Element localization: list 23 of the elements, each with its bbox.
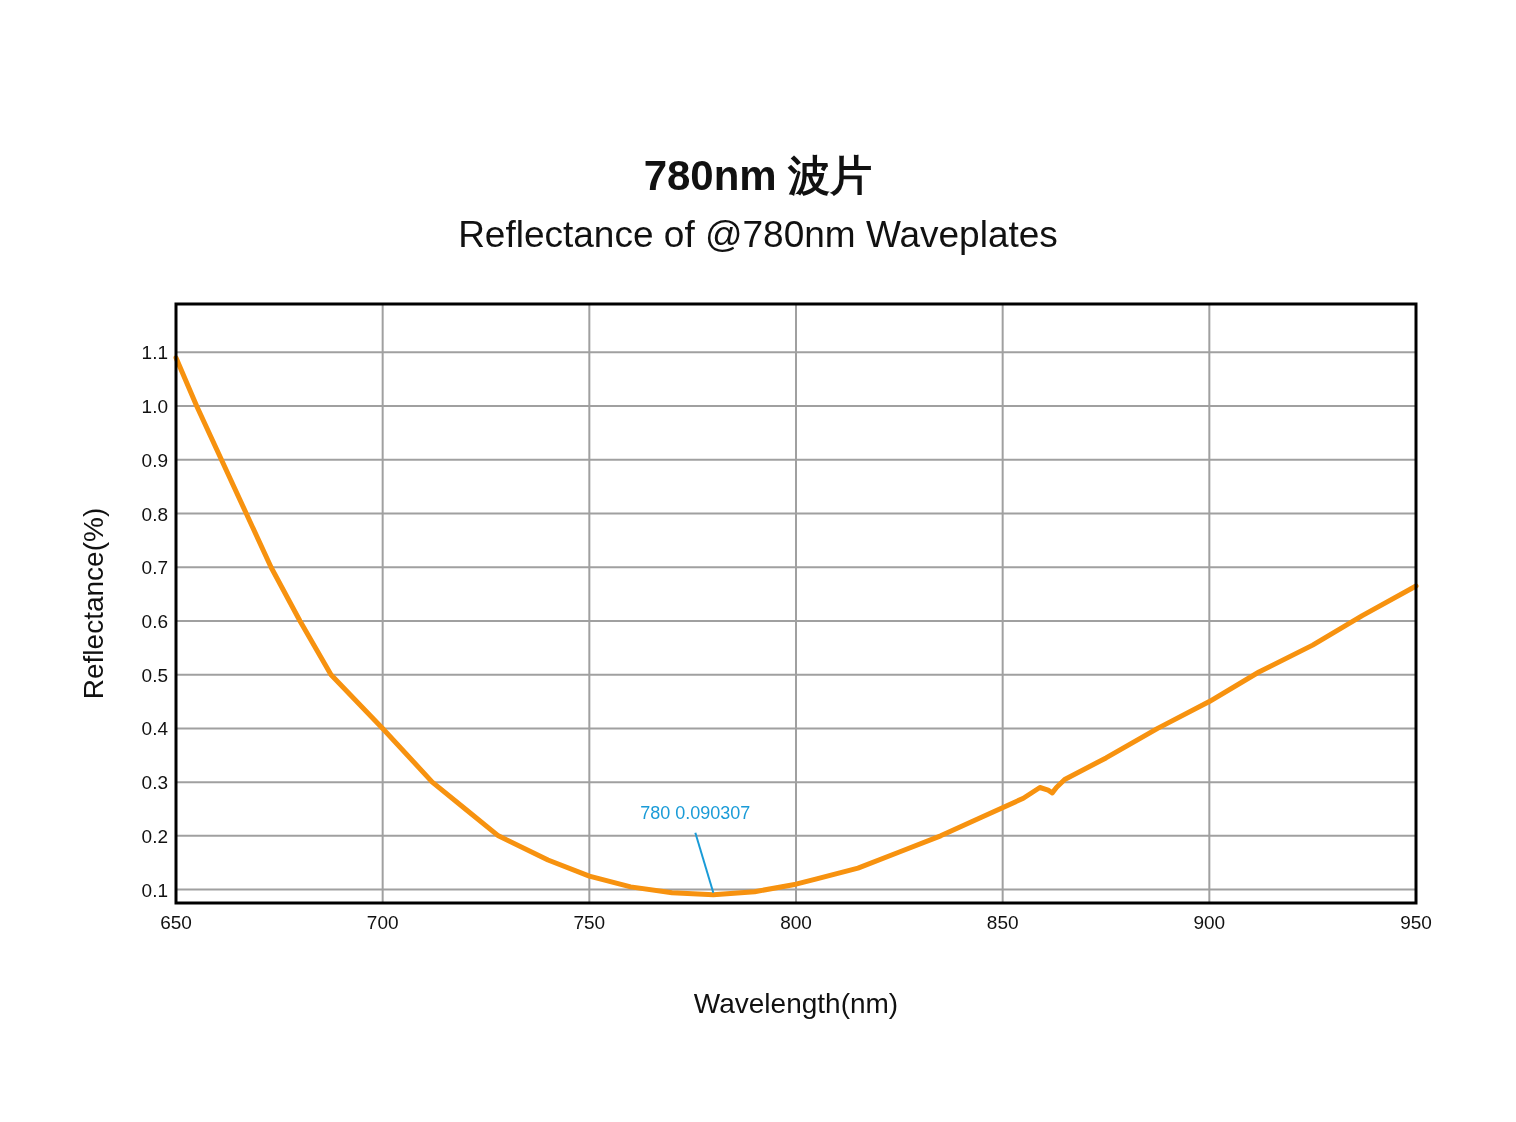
y-tick-label: 0.2 [141,825,168,847]
y-tick-label: 0.1 [141,879,168,901]
x-tick-label: 850 [986,912,1019,933]
y-tick-label: 0.5 [141,664,168,686]
x-tick-label: 800 [780,912,812,933]
chart-subtitle: Reflectance of @780nm Waveplates [458,214,1058,255]
y-tick-label: 0.4 [141,718,169,740]
y-tick-label: 0.9 [141,449,168,471]
y-tick-label: 0.3 [141,772,168,794]
y-tick-label: 1.0 [141,396,168,418]
y-tick-label: 0.6 [141,610,168,632]
x-tick-label: 700 [366,912,399,933]
x-tick-label: 750 [573,912,606,933]
y-axis-title: Reflectance(%) [78,507,109,700]
annotation: 780 0.090307 [640,802,751,823]
y-tick-label: 0.7 [141,557,168,579]
y-tick-label: 1.1 [141,342,168,364]
x-tick-label: 650 [160,912,192,933]
chart-title: 780nm 波片 [643,152,873,199]
x-axis-title: Wavelength(nm) [693,988,899,1019]
x-tick-label: 900 [1193,912,1226,933]
y-tick-label: 0.8 [141,503,168,525]
x-tick-label: 950 [1400,912,1432,933]
